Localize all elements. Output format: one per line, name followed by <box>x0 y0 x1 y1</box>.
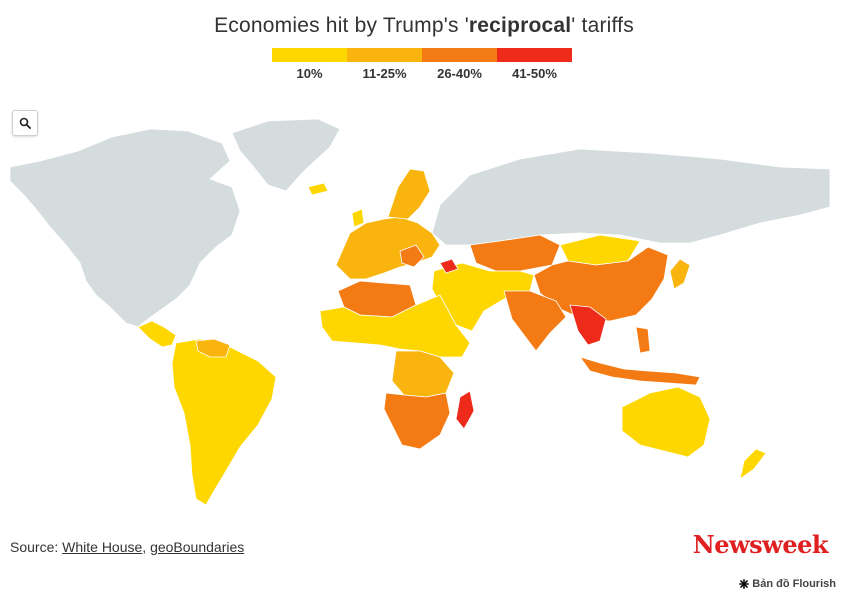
region-madagascar[interactable] <box>455 390 475 430</box>
world-map[interactable] <box>0 95 848 525</box>
region-central-africa[interactable] <box>391 350 455 398</box>
legend-label-10: 10% <box>296 66 323 81</box>
title-prefix: Economies hit by Trump's ' <box>214 14 469 37</box>
flourish-credit[interactable]: Bản đồ Flourish <box>739 578 836 590</box>
title-suffix: ' tariffs <box>571 14 634 37</box>
newsweek-logo[interactable]: Newsweek <box>692 530 829 559</box>
map-search-button[interactable] <box>12 110 38 136</box>
source-note: Source: White House, geoBoundaries <box>10 539 244 555</box>
region-scandinavia[interactable] <box>387 168 431 220</box>
legend-swatch-26-40 <box>422 48 497 62</box>
region-europe[interactable] <box>335 216 441 280</box>
region-iceland[interactable] <box>307 182 329 196</box>
region-greenland[interactable] <box>231 118 341 192</box>
source-separator: , <box>142 539 151 555</box>
region-syria[interactable] <box>439 258 459 274</box>
region-new-zealand[interactable] <box>739 448 767 480</box>
region-russia[interactable] <box>431 148 831 246</box>
region-venezuela-guyana[interactable] <box>195 338 231 358</box>
region-india[interactable] <box>503 290 567 352</box>
flourish-asterisk-icon <box>739 579 750 589</box>
search-icon <box>19 117 31 129</box>
region-west-africa[interactable] <box>319 294 471 358</box>
region-mongolia[interactable] <box>559 234 641 266</box>
legend: 10% 11-25% 26-40% 41-50% <box>272 48 572 81</box>
region-southern-africa[interactable] <box>383 392 451 450</box>
credit-text: Bản đồ Flourish <box>752 578 836 590</box>
region-philippines[interactable] <box>635 326 651 354</box>
legend-swatch-10 <box>272 48 347 62</box>
region-se-asia[interactable] <box>569 304 607 346</box>
region-uk[interactable] <box>351 208 365 228</box>
legend-swatch-41-50 <box>497 48 572 62</box>
legend-bar <box>272 48 572 62</box>
region-australia[interactable] <box>621 386 711 458</box>
region-south-america[interactable] <box>171 338 277 506</box>
legend-swatch-11-25 <box>347 48 422 62</box>
source-prefix: Source: <box>10 539 63 555</box>
title-bold: reciprocal <box>468 14 572 37</box>
legend-label-11-25: 11-25% <box>362 66 407 81</box>
region-north-america[interactable] <box>9 128 241 328</box>
source-link-white-house[interactable]: White House <box>62 539 143 555</box>
region-central-america[interactable] <box>137 320 177 348</box>
map-regions[interactable] <box>9 118 831 506</box>
legend-label-26-40: 26-40% <box>437 66 482 81</box>
legend-labels: 10% 11-25% 26-40% 41-50% <box>272 66 572 81</box>
region-japan-korea[interactable] <box>669 258 691 290</box>
source-link-geoboundaries[interactable]: geoBoundaries <box>150 539 245 555</box>
chart-title: Economies hit by Trump's 'reciprocal' ta… <box>0 14 848 38</box>
region-indonesia[interactable] <box>578 356 701 386</box>
legend-label-41-50: 41-50% <box>512 66 557 81</box>
region-balkans[interactable] <box>399 244 425 268</box>
